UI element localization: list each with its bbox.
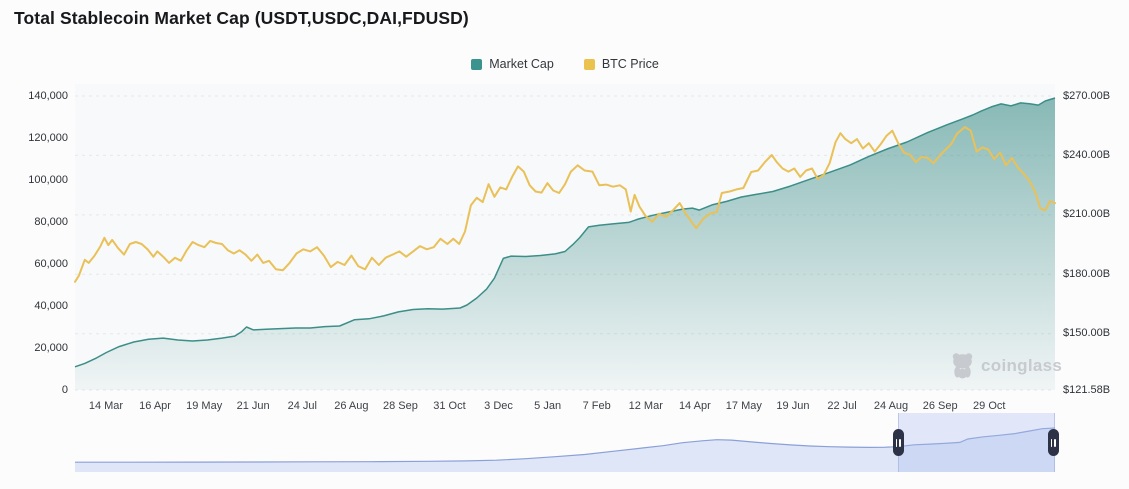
legend-item-market-cap[interactable]: Market Cap	[471, 57, 554, 71]
x-axis-tick-label: 22 Jul	[827, 400, 857, 412]
legend-label-btc-price: BTC Price	[601, 57, 659, 71]
marketcap-line	[74, 97, 1056, 368]
x-axis-tick-label: 19 Jun	[776, 400, 810, 412]
legend-label-market-cap: Market Cap	[489, 57, 554, 71]
navigator-area	[75, 428, 1055, 472]
right-axis-tick-label: $270.00B	[1063, 89, 1111, 102]
legend-item-btc-price[interactable]: BTC Price	[583, 57, 659, 71]
navigator-line	[75, 427, 1056, 463]
btc-price-line	[74, 126, 1056, 283]
x-axis-tick-label: 17 May	[725, 400, 762, 412]
right-axis-tick-label: $121.58B	[1063, 383, 1111, 396]
x-axis-tick-label: 14 Apr	[678, 400, 711, 412]
right-axis-tick-label: $150.00B	[1063, 327, 1111, 340]
x-axis-tick-label: 28 Sep	[383, 400, 418, 412]
left-axis-tick-label: 140,000	[28, 89, 68, 102]
x-axis-tick-label: 19 May	[186, 400, 223, 412]
x-axis-tick-label: 29 Oct	[973, 400, 1006, 412]
legend: Market Cap BTC Price	[75, 57, 1055, 71]
x-axis-tick-label: 12 Mar	[628, 400, 663, 412]
x-axis-tick-label: 14 Mar	[88, 400, 124, 412]
navigator-left-handle[interactable]	[892, 429, 904, 456]
x-axis-tick-label: 26 Sep	[922, 400, 958, 412]
x-axis-tick-label: 26 Aug	[334, 400, 369, 412]
x-axis-tick-label: 3 Dec	[484, 400, 513, 412]
navigator-selection-window[interactable]	[898, 413, 1056, 472]
x-axis-tick-label: 21 Jun	[236, 400, 270, 412]
left-axis-tick-label: 80,000	[34, 215, 68, 228]
left-axis-tick-label: 100,000	[28, 173, 68, 186]
page-title: Total Stablecoin Market Cap (USDT,USDC,D…	[14, 8, 469, 28]
marketcap-swatch-icon	[471, 58, 483, 70]
right-axis-tick-label: $180.00B	[1063, 267, 1111, 280]
left-axis-tick-label: 40,000	[34, 299, 68, 312]
right-axis-tick-label: $240.00B	[1063, 148, 1111, 161]
left-axis-tick-label: 20,000	[34, 341, 68, 354]
left-axis-tick-label: 60,000	[34, 257, 68, 270]
right-axis-tick-label: $210.00B	[1063, 208, 1111, 221]
marketcap-area	[75, 98, 1055, 390]
navigator-right-handle[interactable]	[1047, 429, 1059, 456]
left-axis-tick-label: 120,000	[28, 131, 68, 144]
x-axis-tick-label: 5 Jan	[534, 400, 562, 412]
left-axis-tick-label: 0	[61, 383, 68, 396]
x-axis-tick-label: 16 Apr	[139, 400, 171, 412]
chart-plot-area[interactable]	[74, 95, 1056, 391]
x-axis-tick-label: 31 Oct	[433, 400, 466, 412]
x-axis-tick-label: 24 Jul	[287, 400, 317, 412]
navigator-chart[interactable]	[75, 413, 1056, 472]
x-axis-tick-label: 7 Feb	[582, 400, 611, 412]
btc-price-swatch-icon	[583, 58, 595, 70]
x-axis-tick-label: 24 Aug	[873, 400, 909, 412]
